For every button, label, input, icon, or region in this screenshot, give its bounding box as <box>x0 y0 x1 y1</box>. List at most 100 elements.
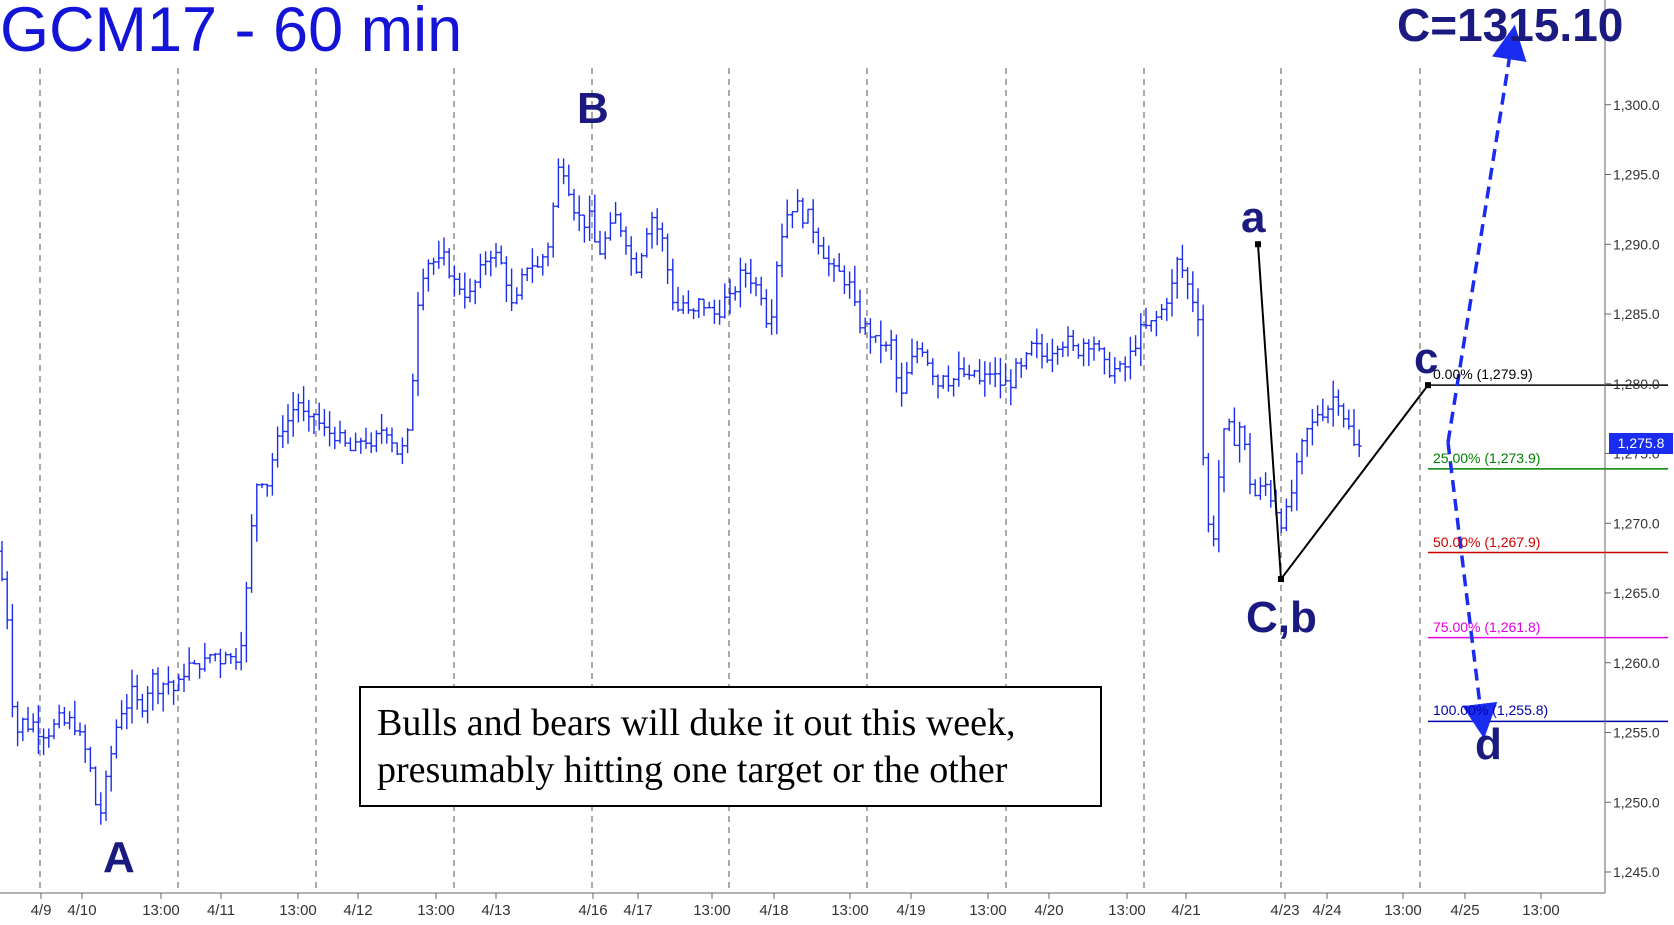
price-bar-43 <box>223 651 229 665</box>
price-bar-145 <box>753 277 759 297</box>
price-bar-195 <box>1013 358 1019 389</box>
price-bar-249 <box>1294 452 1300 511</box>
price-tick-label-4: 1,265.0 <box>1613 585 1660 601</box>
price-bar-175 <box>909 338 915 375</box>
price-bar-208 <box>1081 338 1087 367</box>
time-tick-label-6: 13:00 <box>417 902 455 919</box>
time-tick-label-0: 4/9 <box>31 902 52 919</box>
price-bar-200 <box>1039 333 1045 369</box>
price-bar-196 <box>1018 357 1024 378</box>
price-bar-161 <box>836 253 842 272</box>
price-bar-20 <box>103 770 109 821</box>
price-bar-169 <box>878 320 884 364</box>
price-bar-190 <box>987 362 993 385</box>
price-bar-213 <box>1107 351 1113 378</box>
price-bar-138 <box>717 299 723 325</box>
price-bar-55 <box>285 404 291 444</box>
price-bar-33 <box>171 679 177 705</box>
price-bar-219 <box>1138 313 1144 366</box>
price-bar-183 <box>951 377 957 397</box>
wave-label-d: d <box>1475 720 1502 769</box>
price-bar-47 <box>243 581 249 663</box>
price-bar-163 <box>847 271 853 299</box>
price-bar-251 <box>1304 427 1310 457</box>
price-bar-260 <box>1351 409 1357 447</box>
price-bar-242 <box>1257 477 1263 500</box>
price-bar-51 <box>264 483 270 497</box>
time-tick-label-4: 13:00 <box>279 902 317 919</box>
price-bar-37 <box>191 660 197 665</box>
price-bar-244 <box>1268 480 1274 508</box>
price-bar-111 <box>576 195 582 232</box>
last-price-badge: 1,275.8 <box>1609 433 1673 454</box>
price-bar-34 <box>176 674 182 692</box>
price-bar-77 <box>399 437 405 465</box>
price-bar-228 <box>1185 267 1191 300</box>
time-tick-label-5: 4/12 <box>343 902 372 919</box>
price-bar-11 <box>56 704 62 729</box>
price-bar-150 <box>779 223 785 278</box>
price-bar-46 <box>238 631 244 671</box>
price-bar-10 <box>51 719 57 740</box>
price-bar-95 <box>493 242 499 268</box>
price-bar-116 <box>602 231 608 260</box>
price-bar-131 <box>680 295 686 314</box>
price-bar-252 <box>1309 409 1315 446</box>
price-bar-146 <box>758 276 764 306</box>
price-bar-182 <box>945 365 951 392</box>
price-bar-167 <box>867 318 873 354</box>
price-bar-32 <box>165 666 171 695</box>
wave-label-a: a <box>1241 193 1266 242</box>
price-bar-237 <box>1231 407 1237 447</box>
price-bar-80 <box>415 292 421 397</box>
price-bar-136 <box>706 301 712 309</box>
price-bar-128 <box>665 233 671 285</box>
price-bar-149 <box>774 261 780 335</box>
price-bar-21 <box>108 745 114 792</box>
price-bar-179 <box>930 358 936 386</box>
price-bar-28 <box>145 686 151 724</box>
price-bar-72 <box>373 430 379 453</box>
price-bar-180 <box>935 374 941 399</box>
time-tick-label-17: 4/21 <box>1171 902 1200 919</box>
price-bar-151 <box>784 199 790 239</box>
fib-label-3: 75.00% (1,261.8) <box>1433 618 1541 635</box>
price-bar-148 <box>769 299 775 335</box>
price-bar-49 <box>254 483 260 542</box>
price-bar-17 <box>87 746 93 773</box>
price-bar-84 <box>436 240 442 269</box>
price-bar-187 <box>971 369 977 378</box>
price-bar-233 <box>1211 515 1217 547</box>
price-bar-230 <box>1195 288 1201 337</box>
price-bar-74 <box>384 427 390 444</box>
time-tick-label-3: 4/11 <box>207 902 235 919</box>
price-bar-97 <box>503 256 509 303</box>
time-tick-label-9: 4/17 <box>623 902 652 919</box>
price-bar-174 <box>904 361 910 394</box>
price-bar-248 <box>1289 479 1295 512</box>
fib-label-4: 100.00% (1,255.8) <box>1433 702 1549 719</box>
price-bar-89 <box>462 272 468 309</box>
price-bar-115 <box>597 230 603 256</box>
price-bar-103 <box>535 256 541 268</box>
price-bar-100 <box>519 268 525 300</box>
fib-label-2: 50.00% (1,267.9) <box>1433 533 1541 550</box>
price-bar-224 <box>1164 297 1170 321</box>
price-bar-142 <box>737 257 743 308</box>
price-axis: 1,245.0 1,250.0 1,255.0 1,260.0 1,265.0 1,270… <box>1604 0 1660 893</box>
price-bar-124 <box>644 227 650 258</box>
pivot-b <box>1278 576 1284 583</box>
price-bar-243 <box>1263 472 1269 496</box>
price-bar-231 <box>1200 304 1206 466</box>
price-bar-18 <box>93 766 99 806</box>
price-bar-201 <box>1044 342 1050 364</box>
price-bar-152 <box>789 210 795 229</box>
price-bar-223 <box>1159 304 1165 320</box>
price-bar-199 <box>1034 328 1040 359</box>
price-tick-label-2: 1,255.0 <box>1613 725 1660 741</box>
price-bar-23 <box>119 700 125 730</box>
price-bar-117 <box>607 212 613 241</box>
price-bar-147 <box>763 289 769 328</box>
price-bar-6 <box>30 713 36 733</box>
price-bar-112 <box>581 214 587 243</box>
